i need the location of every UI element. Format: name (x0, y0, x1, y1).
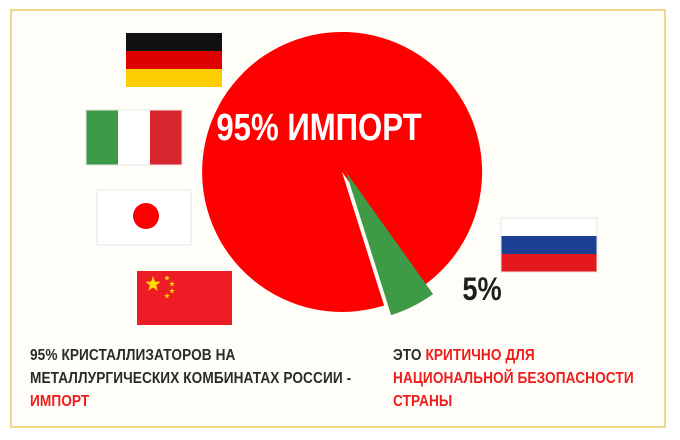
italy-flag-icon (85, 109, 183, 166)
japan-flag-icon (96, 189, 192, 246)
pie-slice-import (202, 31, 483, 312)
pie-label-domestic: 5% (462, 272, 501, 308)
germany-flag-icon (126, 33, 222, 87)
caption-left-accent: ИМПОРТ (30, 393, 90, 410)
china-flag-icon (137, 271, 232, 325)
caption-import-statement: 95% КРИСТАЛЛИЗАТОРОВ НА МЕТАЛЛУРГИЧЕСКИХ… (30, 344, 382, 413)
pie-label-import: 95% ИМПОРТ (216, 107, 421, 149)
pie-slice-domestic (346, 172, 434, 316)
russia-flag-icon (500, 217, 598, 273)
caption-security-statement: ЭТО КРИТИЧНО ДЛЯ НАЦИОНАЛЬНОЙ БЕЗОПАСНОС… (393, 344, 657, 413)
caption-right-text: ЭТО (393, 347, 426, 364)
caption-right-accent: КРИТИЧНО ДЛЯ НАЦИОНАЛЬНОЙ БЕЗОПАСНОСТИ С… (393, 347, 634, 410)
caption-left-text: 95% КРИСТАЛЛИЗАТОРОВ НА МЕТАЛЛУРГИЧЕСКИХ… (30, 347, 352, 387)
